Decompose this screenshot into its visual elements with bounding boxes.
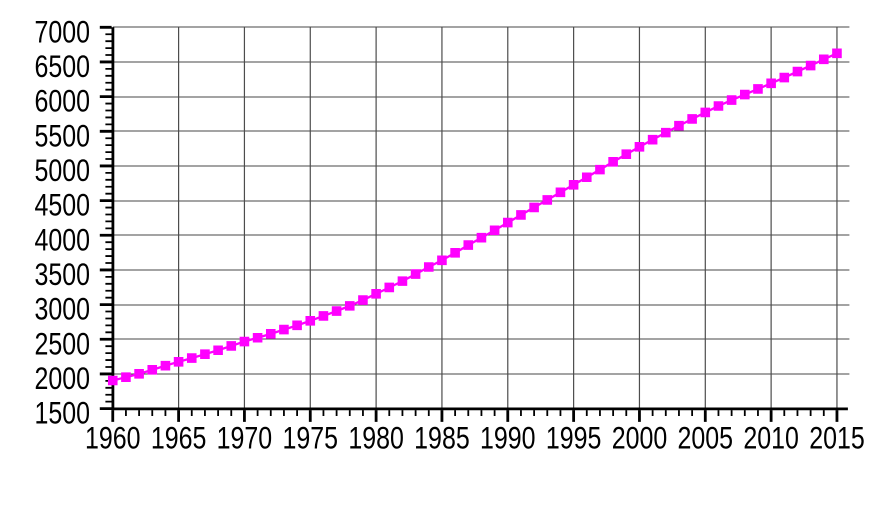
svg-text:6500: 6500 — [34, 48, 90, 83]
svg-text:1985: 1985 — [414, 420, 470, 455]
svg-text:2000: 2000 — [612, 420, 668, 455]
svg-text:1990: 1990 — [480, 420, 536, 455]
svg-text:5000: 5000 — [34, 152, 90, 187]
svg-text:4000: 4000 — [34, 222, 90, 257]
svg-text:7000: 7000 — [34, 14, 90, 49]
svg-text:1970: 1970 — [217, 420, 273, 455]
svg-text:1995: 1995 — [546, 420, 602, 455]
svg-text:2010: 2010 — [743, 420, 799, 455]
svg-text:1965: 1965 — [151, 420, 207, 455]
svg-text:2500: 2500 — [34, 326, 90, 361]
svg-text:5500: 5500 — [34, 118, 90, 153]
svg-text:1980: 1980 — [348, 420, 404, 455]
svg-text:3500: 3500 — [34, 256, 90, 291]
svg-text:2015: 2015 — [809, 420, 865, 455]
svg-text:4500: 4500 — [34, 187, 90, 222]
svg-text:6000: 6000 — [34, 83, 90, 118]
svg-text:1500: 1500 — [34, 395, 90, 430]
svg-text:1975: 1975 — [283, 420, 339, 455]
svg-text:3000: 3000 — [34, 291, 90, 326]
svg-text:2000: 2000 — [34, 360, 90, 395]
svg-text:1960: 1960 — [85, 420, 141, 455]
svg-text:2005: 2005 — [678, 420, 734, 455]
